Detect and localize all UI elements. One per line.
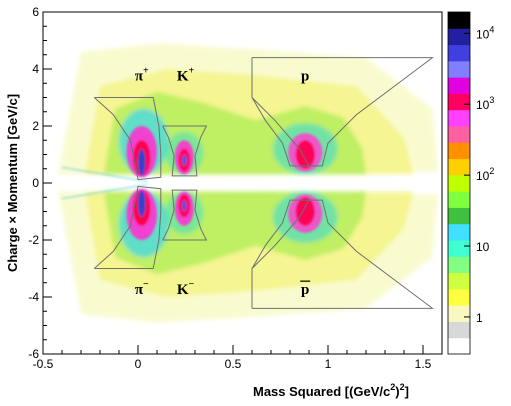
streak-upper: [61, 166, 148, 183]
pion-blue-pos: [137, 148, 146, 176]
particle-label-pi-plus: π+: [135, 65, 149, 84]
y-tick-label: -2: [28, 233, 39, 247]
colorbar-ticks: 1 10 102 103 104: [464, 24, 494, 325]
y-tick-label: 6: [32, 5, 39, 19]
pion-cut-neg: [93, 185, 162, 269]
kaon-blue-neg: [182, 200, 187, 212]
colorbar-swatch: [448, 288, 470, 306]
x-axis-label: Mass Squared [(GeV/c2)2]: [253, 382, 409, 399]
colorbar-swatch: [448, 305, 470, 322]
colorbar-swatch: [448, 321, 470, 339]
x-tick-label: 0: [135, 357, 142, 371]
heatmap-density: [58, 43, 442, 323]
y-tick-label: -6: [28, 347, 39, 361]
colorbar-swatch: [448, 12, 470, 29]
particle-label-proton: p: [301, 68, 309, 84]
proton-red-pos: [295, 140, 315, 169]
colorbar-swatch: [448, 44, 470, 62]
particle-label-antiproton: p: [301, 282, 309, 298]
pion-cut-pos: [93, 97, 162, 181]
x-tick-label: 1.5: [415, 357, 432, 371]
density-cores: [61, 125, 442, 241]
proton-cut-pos: [251, 57, 434, 167]
x-axis-ticks: -0.5 0 0.5 1 1.5: [33, 345, 443, 371]
particle-label-k-plus: K+: [177, 65, 195, 84]
selection-cut-regions: [93, 57, 434, 309]
colorbar-tick-label: 103: [476, 95, 494, 112]
particle-label-pi-minus: π−: [135, 279, 149, 298]
central-gap: [141, 177, 442, 189]
colorbar-swatch: [448, 28, 470, 46]
colorbar-swatch: [448, 337, 470, 355]
proton-cut-neg: [251, 199, 434, 309]
colorbar-tick-label: 10: [476, 240, 490, 254]
x-tick-label: 1: [325, 357, 332, 371]
colorbar-swatch: [448, 126, 470, 143]
colorbar-swatch: [448, 272, 470, 290]
colorbar-tick-label: 102: [476, 166, 494, 183]
colorbar-swatch: [448, 223, 470, 241]
x-tick-label: 0.5: [225, 357, 242, 371]
colorbar-swatch: [448, 240, 470, 257]
y-tick-label: 2: [32, 119, 39, 133]
y-axis-ticks: -6 -4 -2 0 2 4 6: [28, 5, 52, 361]
colorbar-swatch: [448, 191, 470, 208]
colorbar-swatch: [448, 109, 470, 127]
x-tick-label: -0.5: [33, 357, 54, 371]
kaon-cut-neg: [162, 189, 208, 241]
colorbar-swatch: [448, 207, 470, 225]
colorbar-tick-label: 1: [476, 311, 483, 325]
kaon-blue-pos: [182, 154, 187, 166]
colorbar-swatch: [448, 60, 470, 78]
y-axis-label: Charge × Momentum [GeV/c]: [5, 94, 20, 272]
colorbar-swatch: [448, 93, 470, 111]
kaon-cut-pos: [162, 125, 208, 177]
colorbar-swatch: [448, 256, 470, 274]
y-tick-label: 4: [32, 62, 39, 76]
y-tick-label: -4: [28, 290, 39, 304]
colorbar: [447, 11, 471, 355]
streak-lower: [61, 183, 148, 200]
particle-labels: π+ K+ p π− K− p: [135, 65, 311, 298]
y-tick-label: 0: [32, 176, 39, 190]
colorbar-swatch: [448, 77, 470, 94]
colorbar-tick-label: 104: [476, 24, 494, 41]
particle-label-k-minus: K−: [177, 279, 195, 298]
proton-curve-neg: [251, 199, 310, 269]
proton-red-neg: [295, 197, 315, 226]
colorbar-swatch: [448, 174, 470, 192]
colorbar-frame: [447, 11, 471, 355]
proton-curve-pos: [251, 97, 310, 167]
pion-blue-neg: [137, 190, 146, 218]
colorbar-swatch: [448, 142, 470, 160]
colorbar-swatch: [448, 158, 470, 176]
